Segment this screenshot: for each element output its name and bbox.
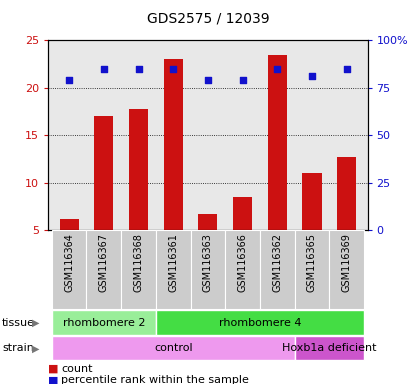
Text: count: count <box>61 364 92 374</box>
Bar <box>87 230 121 309</box>
Bar <box>295 336 364 361</box>
Text: GSM116362: GSM116362 <box>272 233 282 292</box>
Text: GSM116363: GSM116363 <box>203 233 213 291</box>
Text: tissue: tissue <box>2 318 35 328</box>
Point <box>66 77 73 83</box>
Bar <box>191 230 225 309</box>
Bar <box>129 109 148 230</box>
Bar <box>156 230 191 309</box>
Bar <box>260 230 295 309</box>
Bar <box>52 310 156 336</box>
Bar <box>52 230 87 309</box>
Text: ▶: ▶ <box>32 343 39 354</box>
Text: GSM116367: GSM116367 <box>99 233 109 292</box>
Bar <box>198 214 218 230</box>
Bar <box>329 230 364 309</box>
Text: rhombomere 2: rhombomere 2 <box>63 318 145 328</box>
Point <box>343 66 350 72</box>
Text: percentile rank within the sample: percentile rank within the sample <box>61 375 249 384</box>
Bar <box>302 174 322 230</box>
Text: GSM116364: GSM116364 <box>64 233 74 291</box>
Text: GSM116369: GSM116369 <box>342 233 352 291</box>
Bar <box>94 116 113 230</box>
Text: GSM116366: GSM116366 <box>238 233 248 291</box>
Bar <box>121 230 156 309</box>
Point <box>170 66 176 72</box>
Text: ▶: ▶ <box>32 318 39 328</box>
Text: GSM116365: GSM116365 <box>307 233 317 292</box>
Point <box>205 77 211 83</box>
Text: GSM116368: GSM116368 <box>134 233 144 291</box>
Bar <box>225 230 260 309</box>
Text: GDS2575 / 12039: GDS2575 / 12039 <box>147 12 269 25</box>
Point <box>100 66 107 72</box>
Bar <box>233 197 252 230</box>
Text: control: control <box>154 343 192 354</box>
Point <box>309 73 315 79</box>
Bar <box>156 310 364 336</box>
Point <box>239 77 246 83</box>
Text: Hoxb1a deficient: Hoxb1a deficient <box>282 343 377 354</box>
Text: ■: ■ <box>48 364 59 374</box>
Bar <box>337 157 356 230</box>
Point <box>135 66 142 72</box>
Text: rhombomere 4: rhombomere 4 <box>219 318 301 328</box>
Text: GSM116361: GSM116361 <box>168 233 178 291</box>
Bar <box>52 336 295 361</box>
Bar <box>295 230 329 309</box>
Point <box>274 66 281 72</box>
Bar <box>268 55 287 230</box>
Text: strain: strain <box>2 343 34 354</box>
Bar <box>164 59 183 230</box>
Text: ■: ■ <box>48 375 59 384</box>
Bar <box>60 219 79 230</box>
